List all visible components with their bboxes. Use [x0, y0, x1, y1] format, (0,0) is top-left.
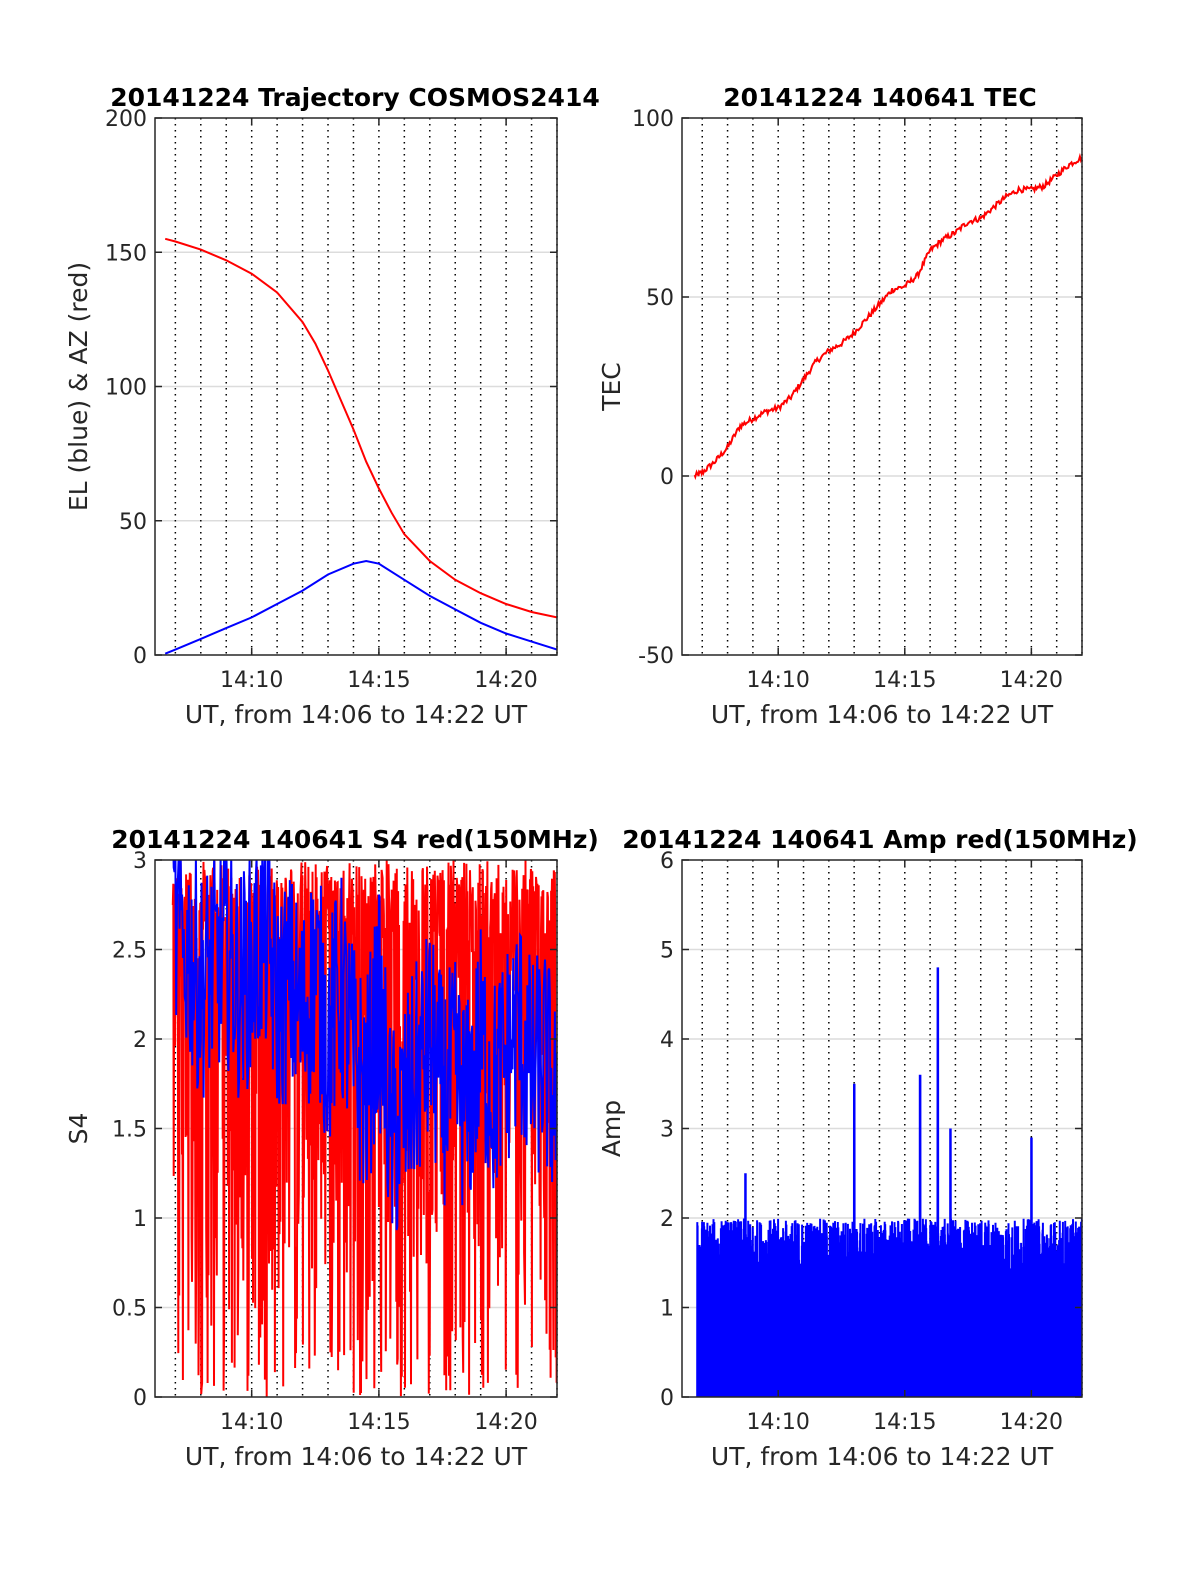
data-layer [693, 152, 1082, 481]
chart-title: 20141224 140641 S4 red(150MHz) [111, 825, 599, 854]
chart-3: 0 0.5 1 1.5 2 2.5 3 14:10 14:15 14:20 20141224 140… [64, 825, 599, 1471]
y-axis-label: Amp [597, 1100, 626, 1157]
y-tick-label: 2 [133, 1028, 147, 1053]
axes-box [681, 117, 1083, 656]
y-tick-label: 100 [632, 107, 674, 132]
x-tick-label: 14:20 [1000, 1410, 1063, 1435]
chart-2: -50 0 50 100 14:10 14:15 14:20 20141224 140641 … [597, 83, 1083, 729]
y-tick-label: 1 [660, 1297, 674, 1322]
y-axis-label: EL (blue) & AZ (red) [64, 262, 93, 511]
y-tick-label: 2 [660, 1207, 674, 1232]
x-tick-label: 14:10 [220, 1410, 283, 1435]
chart-title: 20141224 140641 TEC [723, 83, 1036, 112]
y-tick-label: 4 [660, 1028, 674, 1053]
x-tick-label: 14:15 [873, 668, 936, 693]
y-tick-label: 3 [133, 849, 147, 874]
y-tick-label: 6 [660, 849, 674, 874]
y-tick-label: 0 [660, 1386, 674, 1411]
x-tick-label: 14:20 [1000, 668, 1063, 693]
x-tick-label: 14:15 [873, 1410, 936, 1435]
plot-area [682, 118, 1082, 655]
x-tick-label: 14:10 [746, 668, 809, 693]
y-tick-label: 0 [133, 1386, 147, 1411]
series-line-1 [171, 860, 557, 1397]
x-tick-label: 14:10 [746, 1410, 809, 1435]
x-tick-label: 14:10 [220, 668, 283, 693]
x-tick-label: 14:20 [474, 668, 537, 693]
chart-title: 20141224 140641 Amp red(150MHz) [622, 825, 1138, 854]
chart-1: 0 50 100 150 200 14:10 14:15 14:20 20141224 Traj… [64, 83, 600, 729]
x-tick-label: 14:15 [347, 668, 410, 693]
series-bars [696, 967, 1082, 1397]
x-axis-label: UT, from 14:06 to 14:22 UT [711, 700, 1054, 729]
y-axis-label: TEC [597, 362, 626, 412]
x-tick-label: 14:20 [474, 1410, 537, 1435]
x-axis-label: UT, from 14:06 to 14:22 UT [711, 1442, 1054, 1471]
data-layer [696, 967, 1082, 1397]
y-tick-label: 100 [105, 376, 147, 401]
chart-title: 20141224 Trajectory COSMOS2414 [110, 83, 600, 112]
y-tick-label: 2.5 [112, 939, 147, 964]
chart-4: 0 1 2 3 4 5 6 14:10 14:15 14:20 20141224 140641 Am… [597, 825, 1138, 1471]
y-tick-label: 0 [660, 465, 674, 490]
series-line-1 [164, 237, 557, 619]
y-tick-label: 3 [660, 1118, 674, 1143]
y-tick-label: 1.5 [112, 1118, 147, 1143]
x-axis-label: UT, from 14:06 to 14:22 UT [185, 700, 528, 729]
y-tick-label: 50 [646, 286, 674, 311]
y-tick-label: 150 [105, 241, 147, 266]
y-tick-label: 200 [105, 107, 147, 132]
data-layer [164, 237, 557, 655]
series-line-2 [172, 860, 557, 1231]
x-tick-label: 14:15 [347, 1410, 410, 1435]
y-tick-label: 5 [660, 939, 674, 964]
series-line-2 [164, 559, 557, 655]
series-line-1 [693, 152, 1082, 481]
y-tick-label: 0 [133, 644, 147, 669]
y-tick-label: 50 [119, 510, 147, 535]
y-tick-label: 0.5 [112, 1297, 147, 1322]
y-tick-label: -50 [638, 644, 674, 669]
data-layer [171, 860, 557, 1397]
x-axis-label: UT, from 14:06 to 14:22 UT [185, 1442, 528, 1471]
y-tick-label: 1 [133, 1207, 147, 1232]
y-axis-label: S4 [64, 1113, 93, 1145]
